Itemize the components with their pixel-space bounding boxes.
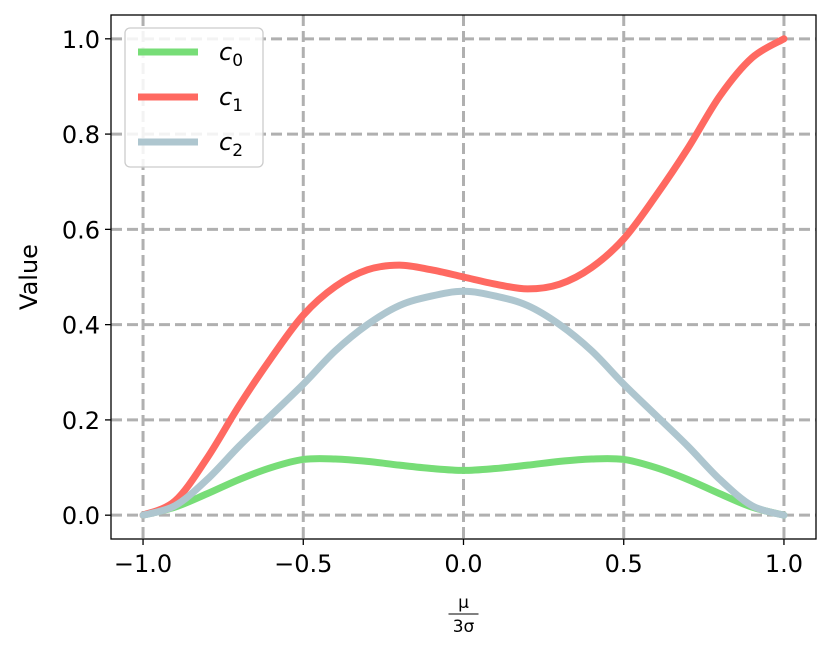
series-line-c1 [139,35,788,519]
x-tick-label: 0.0 [444,550,482,578]
y-tick-label: 0.0 [62,502,100,530]
legend-label-c1: c1 [219,83,243,116]
x-tick-label: 1.0 [765,550,803,578]
series-line-c2 [139,287,788,519]
x-axis-label-denominator: 3σ [453,617,475,637]
series-line-c0 [139,455,788,519]
legend-label-c2: c2 [219,128,243,161]
x-axis-label: μ 3σ [448,593,479,637]
series-lines [139,35,788,519]
y-tick-label: 0.2 [62,407,100,435]
x-tick-label: 0.5 [605,550,643,578]
x-tick-label: −0.5 [274,550,332,578]
y-tick-label: 1.0 [62,26,100,54]
y-tick-label: 0.4 [62,312,100,340]
axis-ticks: −1.0 −0.5 0.0 0.5 1.0 0.0 0.2 0.4 0.6 0.8 1.0 [62,26,803,578]
x-axis-label-numerator: μ [458,593,469,613]
y-axis-label: Value [15,244,43,310]
y-tick-label: 0.8 [62,121,100,149]
legend-label-c0: c0 [219,38,243,71]
y-tick-label: 0.6 [62,216,100,244]
x-tick-label: −1.0 [114,550,172,578]
legend: c0 c1 c2 [124,27,264,168]
